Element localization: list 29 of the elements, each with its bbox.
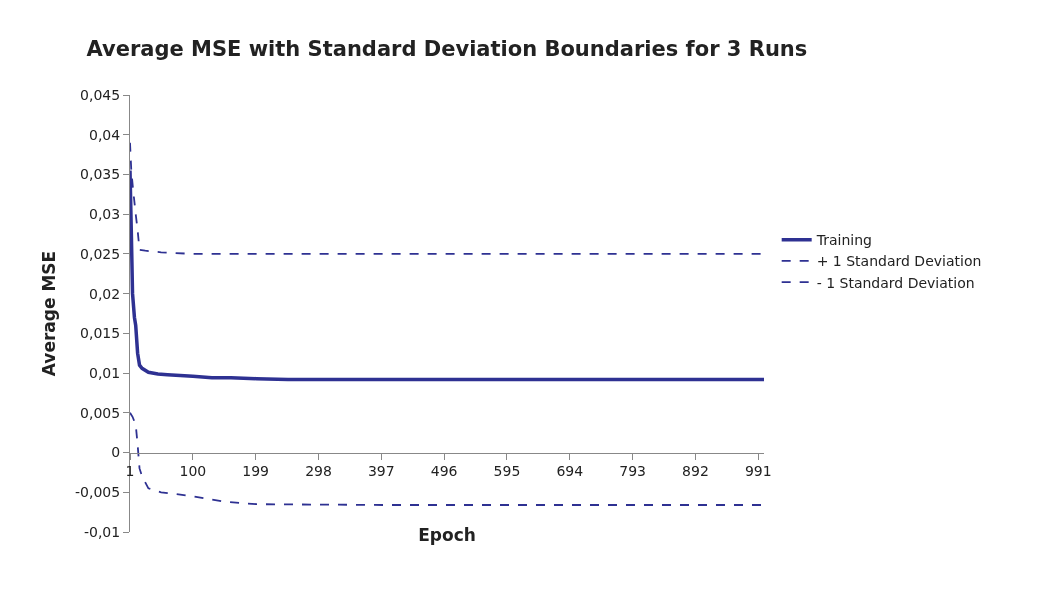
legend-label: + 1 Standard Deviation <box>816 253 982 270</box>
x-tick-label: 199 <box>242 463 270 480</box>
x-tick-label: 694 <box>556 463 584 480</box>
x-tick-label: 298 <box>305 463 332 480</box>
y-tick-label: 0,045 <box>80 86 121 103</box>
legend-label: - 1 Standard Deviation <box>816 274 975 291</box>
y-tick-label: -0,005 <box>75 484 121 501</box>
x-tick-label: 595 <box>493 463 521 480</box>
y-tick-label: 0 <box>111 444 121 461</box>
y-tick-label: 0,005 <box>80 404 121 421</box>
y-tick-label: 0,04 <box>89 126 121 143</box>
x-tick-label: 100 <box>179 463 207 480</box>
y-tick-label: -0,01 <box>83 523 121 540</box>
y-tick-label: 0,03 <box>89 206 121 223</box>
chart-title: Average MSE with Standard Deviation Boundaries for 3 Runs <box>86 37 808 62</box>
legend-label: Training <box>815 232 872 249</box>
x-tick-label: 892 <box>682 463 709 480</box>
y-tick-label: 0,015 <box>80 325 121 342</box>
y-tick-label: 0,035 <box>80 166 121 183</box>
x-axis-title: Epoch <box>418 524 476 545</box>
x-tick-label: 793 <box>619 463 646 480</box>
x-tick-label: 397 <box>367 463 395 480</box>
x-tick-label: 496 <box>430 463 458 480</box>
x-tick-label: 991 <box>744 463 772 480</box>
y-tick-label: 0,01 <box>89 364 121 381</box>
y-tick-label: 0,025 <box>80 245 121 262</box>
y-tick-label: 0,02 <box>89 285 121 302</box>
x-tick-label: 1 <box>125 463 135 480</box>
y-axis-title: Average MSE <box>38 250 59 377</box>
